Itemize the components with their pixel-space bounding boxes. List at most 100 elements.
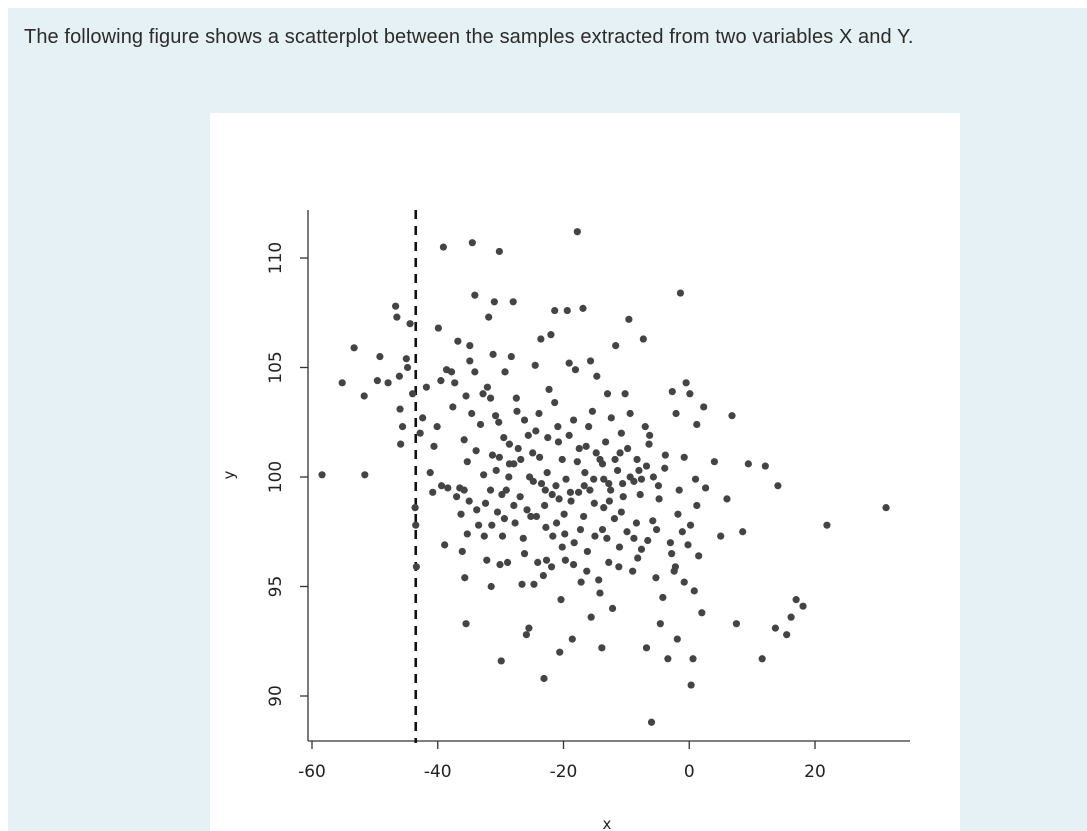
data-point — [520, 416, 529, 424]
data-point — [799, 602, 807, 610]
data-point — [461, 574, 469, 582]
data-point — [535, 409, 543, 418]
data-point — [545, 385, 553, 393]
data-point — [598, 644, 606, 652]
data-point — [509, 298, 517, 306]
data-point — [593, 372, 601, 380]
y-tick-label: 105 — [266, 351, 286, 383]
data-point — [433, 423, 441, 431]
data-point — [396, 405, 404, 413]
x-tick-label: -20 — [550, 762, 578, 782]
data-point — [649, 473, 658, 481]
data-point — [376, 352, 384, 361]
data-point — [488, 521, 496, 529]
data-point — [652, 525, 661, 534]
data-point — [605, 479, 613, 488]
data-point — [483, 556, 491, 564]
data-point — [485, 313, 493, 321]
data-point — [625, 315, 633, 323]
data-point — [744, 460, 752, 468]
data-point — [403, 363, 412, 372]
data-point — [510, 501, 518, 510]
data-point — [642, 644, 651, 652]
data-point — [656, 620, 664, 628]
data-point — [537, 479, 546, 488]
data-point — [710, 458, 718, 466]
data-point — [551, 398, 559, 407]
data-point — [523, 506, 531, 514]
data-point — [583, 567, 591, 575]
data-point — [668, 550, 676, 558]
data-point — [552, 482, 560, 490]
data-point — [621, 390, 629, 398]
data-point — [661, 464, 669, 472]
data-point — [422, 383, 431, 391]
data-point — [684, 541, 692, 549]
data-point — [542, 556, 551, 564]
data-point — [633, 455, 641, 464]
plot-layer: -60 -40 -20 0 20 90 95 100 105 110 x y — [220, 210, 910, 831]
data-point — [554, 423, 562, 431]
data-point — [637, 475, 646, 483]
data-point — [615, 543, 624, 551]
data-point — [568, 635, 576, 643]
data-point — [502, 486, 510, 494]
data-point — [476, 420, 485, 429]
data-point — [457, 510, 465, 518]
data-point — [541, 486, 549, 494]
data-point — [496, 561, 504, 569]
data-point — [468, 239, 476, 247]
data-point — [547, 563, 556, 571]
data-point — [686, 521, 695, 529]
data-point — [498, 490, 506, 499]
data-point — [561, 530, 569, 538]
data-point — [630, 477, 638, 485]
data-point — [680, 578, 688, 586]
data-point — [451, 379, 459, 387]
data-point — [636, 490, 644, 499]
data-point — [501, 368, 509, 376]
data-point — [592, 449, 600, 457]
data-point — [600, 475, 608, 483]
data-point — [576, 525, 585, 534]
data-point — [480, 532, 488, 540]
data-point — [537, 335, 545, 343]
data-point — [590, 475, 598, 483]
data-point — [517, 455, 525, 464]
data-point — [652, 574, 660, 582]
data-point — [465, 497, 473, 505]
data-point — [441, 541, 449, 549]
data-point — [463, 530, 471, 538]
data-point — [655, 495, 663, 503]
data-point — [661, 451, 669, 459]
data-point — [468, 409, 476, 418]
data-point — [495, 418, 503, 426]
data-point — [529, 449, 537, 457]
data-point — [595, 576, 603, 584]
data-point — [397, 440, 405, 448]
data-point — [635, 466, 643, 475]
scatterplot-chart: -60 -40 -20 0 20 90 95 100 105 110 x y — [220, 210, 910, 831]
data-point — [659, 593, 667, 602]
data-point — [689, 655, 697, 663]
data-point — [524, 431, 532, 439]
data-point — [481, 499, 490, 507]
data-point — [634, 554, 642, 562]
data-point — [617, 508, 625, 516]
data-point — [411, 504, 419, 512]
data-point — [585, 423, 593, 431]
data-point — [527, 512, 535, 521]
data-point — [541, 501, 549, 510]
data-point — [560, 510, 568, 518]
data-point — [520, 550, 529, 558]
data-point — [580, 512, 588, 521]
data-point — [569, 561, 578, 569]
data-point — [676, 289, 685, 297]
data-point — [554, 438, 563, 446]
data-point — [654, 482, 663, 490]
data-point — [490, 298, 498, 306]
data-point — [511, 519, 519, 527]
data-point — [582, 442, 590, 450]
data-point — [483, 383, 492, 391]
data-point — [701, 484, 710, 492]
